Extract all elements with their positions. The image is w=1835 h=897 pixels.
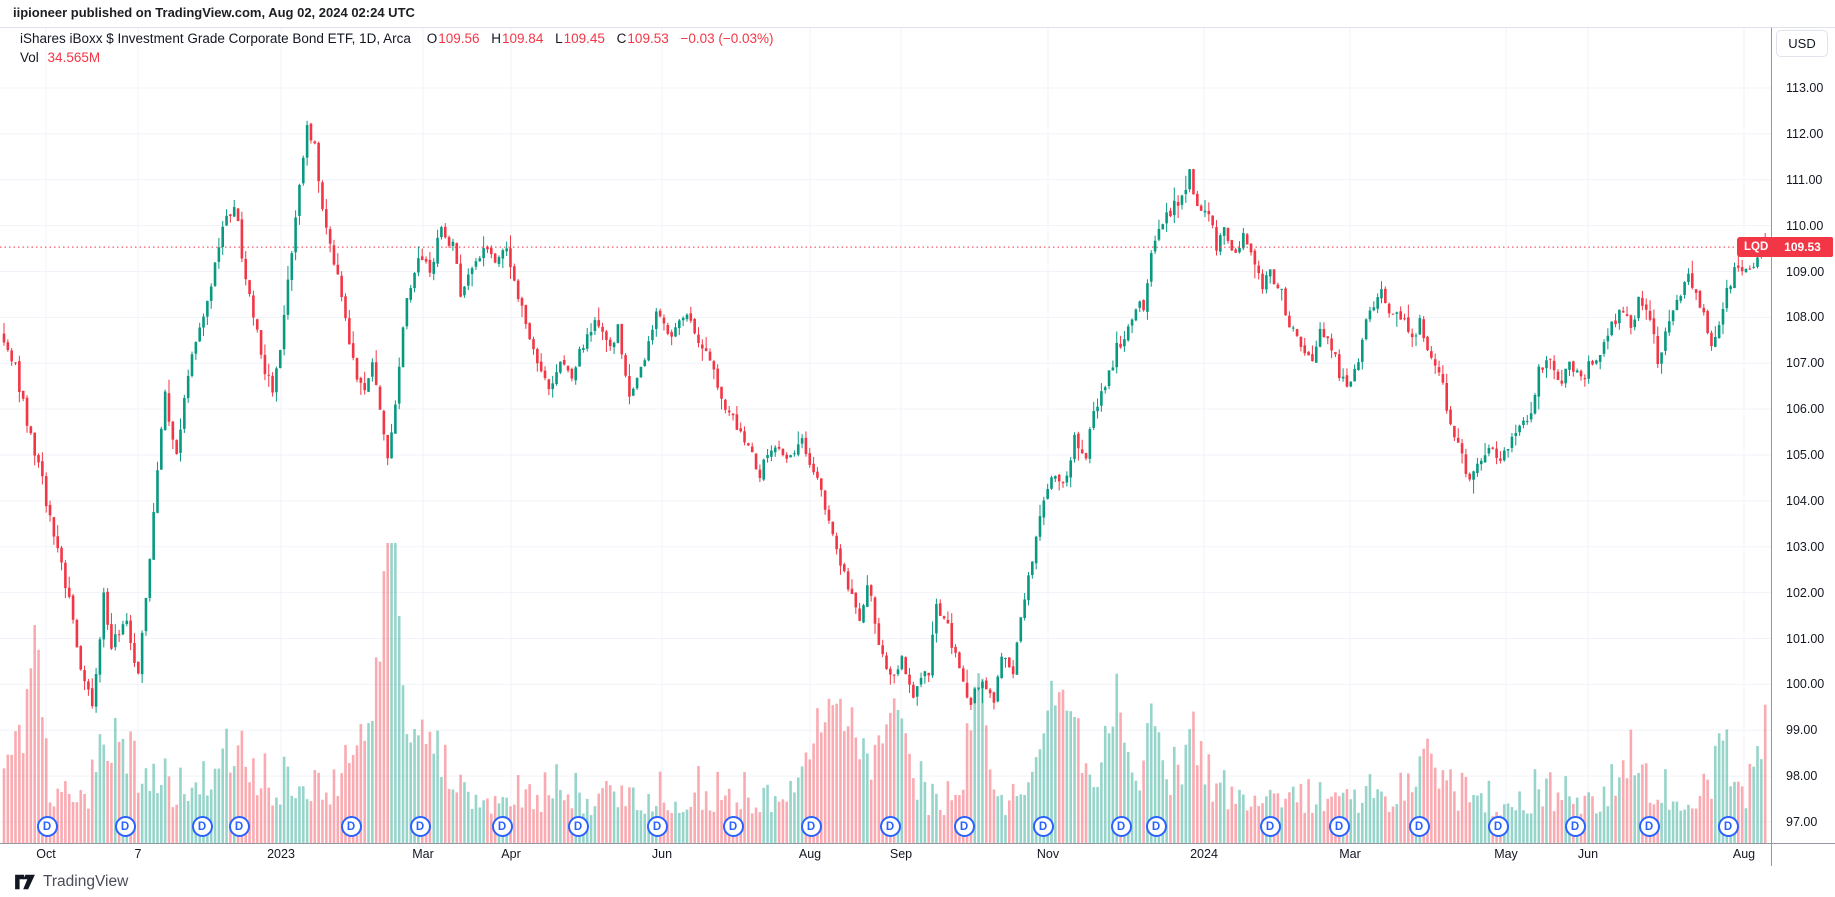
dividend-marker[interactable]: D <box>340 816 362 837</box>
dividend-marker[interactable]: D <box>1717 816 1739 837</box>
price-tick-label: 111.00 <box>1786 172 1823 187</box>
volume-label: Vol <box>20 50 39 65</box>
tradingview-logo-icon <box>15 874 35 889</box>
dividend-marker[interactable]: D <box>800 816 822 837</box>
time-axis-label: 2023 <box>267 847 295 861</box>
time-axis-label: 7 <box>134 847 142 861</box>
price-tick-label: 105.00 <box>1786 448 1825 462</box>
time-axis-label: Aug <box>1732 847 1756 861</box>
symbol-title: iShares iBoxx $ Investment Grade Corpora… <box>20 31 411 46</box>
dividend-marker[interactable]: D <box>1638 816 1660 837</box>
price-tick-label: 103.00 <box>1786 539 1825 554</box>
dividend-marker[interactable]: D <box>1487 816 1509 837</box>
dividend-marker[interactable]: D <box>1110 816 1132 837</box>
dividend-marker[interactable]: D <box>1564 816 1586 837</box>
time-axis-label: Sep <box>889 847 913 861</box>
volume-layer <box>2 543 1767 843</box>
currency-button[interactable]: USD <box>1776 30 1828 57</box>
dividend-marker[interactable]: D <box>646 816 668 837</box>
chart-legend: iShares iBoxx $ Investment Grade Corpora… <box>20 31 774 46</box>
grid-layer <box>0 28 1771 843</box>
dividend-marker[interactable]: D <box>1408 816 1430 837</box>
borders-layer <box>0 27 1835 867</box>
publish-watermark: iipioneer published on TradingView.com, … <box>13 5 415 20</box>
time-axis-label: Aug <box>798 847 822 861</box>
dividend-marker[interactable]: D <box>228 816 250 837</box>
dividend-marker[interactable]: D <box>567 816 589 837</box>
ohlc-open: O109.56 <box>426 31 480 46</box>
price-tick-label: 108.00 <box>1786 310 1825 325</box>
price-tick-label: 107.00 <box>1786 356 1825 371</box>
dividend-marker[interactable]: D <box>879 816 901 837</box>
price-tick-label: 98.00 <box>1786 769 1818 784</box>
tradingview-logo[interactable]: TradingView <box>14 873 128 891</box>
time-axis-label: Mar <box>412 847 434 861</box>
last-price-badge: 109.53 <box>1772 237 1833 258</box>
price-tick-label: 104.00 <box>1786 493 1825 508</box>
candles-layer <box>2 120 1767 713</box>
price-tick-label: 112.00 <box>1786 126 1824 141</box>
time-axis-label: Nov <box>1036 847 1060 861</box>
price-tick-label: 109.00 <box>1786 264 1825 279</box>
price-tick-label: 100.00 <box>1786 677 1825 692</box>
dividend-marker[interactable]: D <box>953 816 975 837</box>
price-change: −0.03 (−0.03%) <box>680 31 774 46</box>
volume-legend: Vol 34.565M <box>20 50 100 65</box>
price-tick-label: 97.00 <box>1786 815 1818 829</box>
time-axis-label: 2024 <box>1190 847 1218 861</box>
dividend-marker[interactable]: D <box>1259 816 1281 837</box>
dividend-marker[interactable]: D <box>1328 816 1350 837</box>
price-tick-label: 99.00 <box>1786 723 1818 738</box>
ohlc-low: L109.45 <box>555 31 605 46</box>
tradingview-logo-text: TradingView <box>43 872 129 890</box>
ohlc-high: H109.84 <box>491 31 544 46</box>
time-axis-label: Oct <box>36 847 56 861</box>
dividend-marker[interactable]: D <box>409 816 431 837</box>
last-price-tag: LQD <box>1737 237 1776 258</box>
dividend-marker[interactable]: D <box>1145 816 1167 837</box>
dividend-marker[interactable]: D <box>491 816 513 837</box>
footer-bar: TradingView <box>0 866 1835 897</box>
price-tick-label: 101.00 <box>1786 631 1825 646</box>
volume-value: 34.565M <box>47 50 101 65</box>
price-tick-label: 110.00 <box>1786 218 1824 233</box>
dividend-marker[interactable]: D <box>36 816 58 837</box>
price-tick-label: 106.00 <box>1786 402 1825 417</box>
price-tick-label: 102.00 <box>1786 585 1825 600</box>
time-axis-label: Jun <box>1577 847 1599 861</box>
dividend-marker[interactable]: D <box>114 816 136 837</box>
time-axis-label: May <box>1494 847 1518 861</box>
dividend-marker[interactable]: D <box>722 816 744 837</box>
time-axis-label: Jun <box>651 847 673 861</box>
time-axis-label: Apr <box>501 847 521 861</box>
time-axis-label: Mar <box>1339 847 1361 861</box>
dividend-marker[interactable]: D <box>191 816 213 837</box>
ohlc-close: C109.53 <box>616 31 669 46</box>
price-tick-label: 113.00 <box>1786 81 1824 95</box>
dividend-marker[interactable]: D <box>1032 816 1054 837</box>
